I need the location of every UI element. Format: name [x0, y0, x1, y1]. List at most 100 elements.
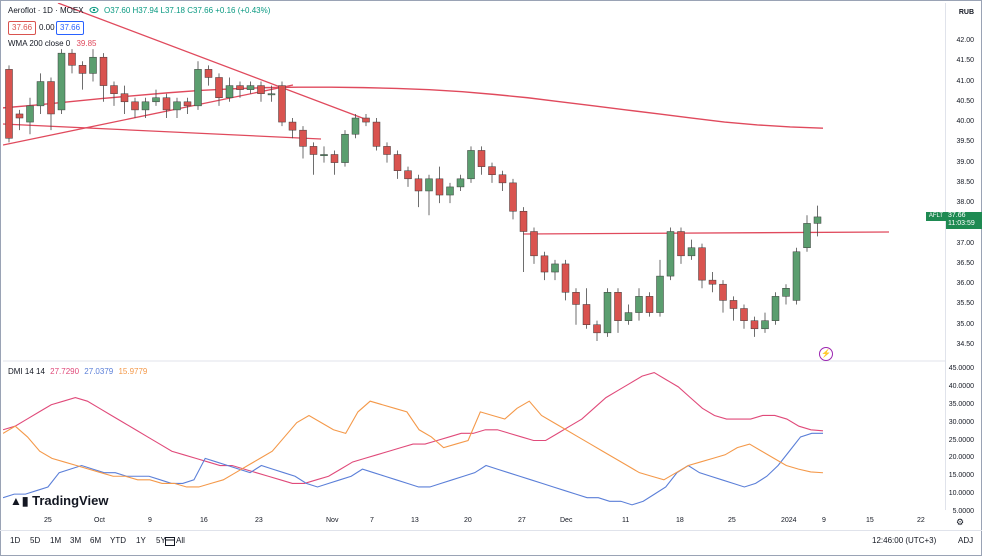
candle-down[interactable]: [498, 174, 507, 184]
range-button-3m[interactable]: 3M: [70, 536, 82, 545]
candle-up[interactable]: [194, 69, 202, 107]
candle-down[interactable]: [68, 52, 76, 66]
candle-down[interactable]: [372, 121, 381, 147]
buy-price-button[interactable]: 37.66: [56, 21, 85, 35]
candle-down[interactable]: [561, 263, 570, 293]
candle-up[interactable]: [26, 105, 34, 123]
candle-down[interactable]: [530, 231, 538, 257]
candle-up[interactable]: [425, 178, 433, 192]
date-range-calendar-icon[interactable]: [165, 536, 175, 548]
candle-up[interactable]: [267, 93, 276, 96]
candle-down[interactable]: [383, 146, 391, 155]
wma-legend[interactable]: WMA 200 close 0 39.85: [8, 39, 97, 48]
candle-down[interactable]: [593, 324, 601, 334]
candle-down[interactable]: [435, 178, 444, 196]
candle-up[interactable]: [57, 52, 66, 111]
candle-up[interactable]: [782, 288, 790, 297]
sell-price-button[interactable]: 37.66: [8, 21, 37, 35]
settings-gear-icon[interactable]: ⚙: [956, 517, 965, 527]
candle-down[interactable]: [540, 255, 549, 273]
range-button-5d[interactable]: 5D: [30, 536, 41, 545]
candle-down[interactable]: [645, 296, 654, 313]
candle-down[interactable]: [582, 304, 591, 325]
candle-up[interactable]: [551, 263, 559, 273]
candle-up[interactable]: [761, 320, 769, 330]
trendline-ascending[interactable]: [3, 84, 294, 146]
candle-down[interactable]: [278, 85, 286, 123]
candle-down[interactable]: [740, 308, 748, 321]
candle-up[interactable]: [803, 223, 811, 248]
horizontal-line[interactable]: [522, 231, 890, 235]
lightning-icon[interactable]: ⚡: [819, 347, 833, 361]
candle-down[interactable]: [719, 283, 727, 301]
range-button-all[interactable]: All: [176, 536, 185, 545]
symbol-legend[interactable]: Aeroflot · 1D · MOEX O37.60 H37.94 L37.1…: [8, 6, 270, 15]
candle-up[interactable]: [656, 275, 664, 313]
candle-down[interactable]: [162, 97, 171, 111]
candle-down[interactable]: [509, 182, 517, 212]
range-button-5y[interactable]: 5Y: [156, 536, 166, 545]
candle-up[interactable]: [36, 81, 45, 107]
candle-down[interactable]: [393, 154, 402, 171]
trendline-support[interactable]: [3, 123, 322, 140]
candle-down[interactable]: [5, 69, 13, 139]
candle-down[interactable]: [572, 292, 580, 305]
candle-up[interactable]: [456, 178, 465, 188]
candle-down[interactable]: [131, 101, 139, 111]
candle-up[interactable]: [152, 97, 160, 103]
candle-up[interactable]: [225, 85, 234, 98]
candle-down[interactable]: [519, 210, 528, 232]
candle-up[interactable]: [771, 296, 780, 321]
symbol-title[interactable]: Aeroflot · 1D · MOEX: [8, 6, 84, 15]
candle-down[interactable]: [729, 300, 738, 309]
candle-down[interactable]: [236, 85, 244, 90]
range-button-1d[interactable]: 1D: [10, 536, 21, 545]
trendline-descending[interactable]: [57, 3, 366, 120]
candle-down[interactable]: [215, 77, 223, 98]
candle-down[interactable]: [488, 166, 496, 176]
candle-up[interactable]: [635, 296, 643, 313]
candle-down[interactable]: [15, 113, 24, 119]
candle-up[interactable]: [141, 101, 150, 111]
candle-down[interactable]: [404, 170, 412, 180]
candle-down[interactable]: [78, 65, 87, 74]
candle-up[interactable]: [246, 85, 255, 90]
candle-down[interactable]: [299, 129, 307, 147]
candle-down[interactable]: [477, 150, 486, 167]
candle-down[interactable]: [750, 320, 759, 330]
candle-down[interactable]: [204, 69, 213, 78]
candle-up[interactable]: [687, 247, 696, 257]
candle-up[interactable]: [89, 56, 97, 74]
candle-up[interactable]: [320, 154, 328, 156]
dmi-legend[interactable]: DMI 14 14 27.7290 27.0379 15.9779: [8, 367, 147, 376]
candle-up[interactable]: [792, 251, 801, 301]
eye-icon[interactable]: [89, 6, 99, 14]
candle-down[interactable]: [110, 85, 118, 94]
candle-down[interactable]: [708, 279, 717, 285]
currency-label[interactable]: RUB: [958, 9, 974, 16]
candle-up[interactable]: [351, 117, 360, 135]
candle-down[interactable]: [183, 101, 192, 107]
candle-down[interactable]: [47, 81, 55, 115]
candle-up[interactable]: [666, 231, 675, 277]
candle-up[interactable]: [624, 312, 633, 321]
candle-up[interactable]: [813, 216, 822, 224]
adj-toggle[interactable]: ADJ: [958, 536, 974, 545]
candle-down[interactable]: [120, 93, 129, 103]
price-axis[interactable]: RUB 42.00 41.50 41.00 40.50 40.00 39.50 39.00 3…: [946, 3, 982, 515]
range-button-ytd[interactable]: YTD: [110, 536, 126, 545]
candle-down[interactable]: [330, 154, 339, 163]
candle-down[interactable]: [309, 146, 318, 155]
candle-down[interactable]: [614, 292, 622, 321]
candle-down[interactable]: [362, 117, 370, 123]
candle-down[interactable]: [288, 121, 297, 131]
candle-up[interactable]: [603, 292, 612, 334]
candle-down[interactable]: [677, 231, 685, 257]
candle-down[interactable]: [99, 56, 108, 86]
candle-down[interactable]: [414, 178, 423, 192]
price-chart[interactable]: [3, 3, 946, 510]
timezone-clock[interactable]: 12:46:00 (UTC+3): [872, 536, 937, 545]
candle-down[interactable]: [698, 247, 706, 281]
candle-up[interactable]: [173, 101, 181, 111]
candle-up[interactable]: [467, 150, 475, 180]
